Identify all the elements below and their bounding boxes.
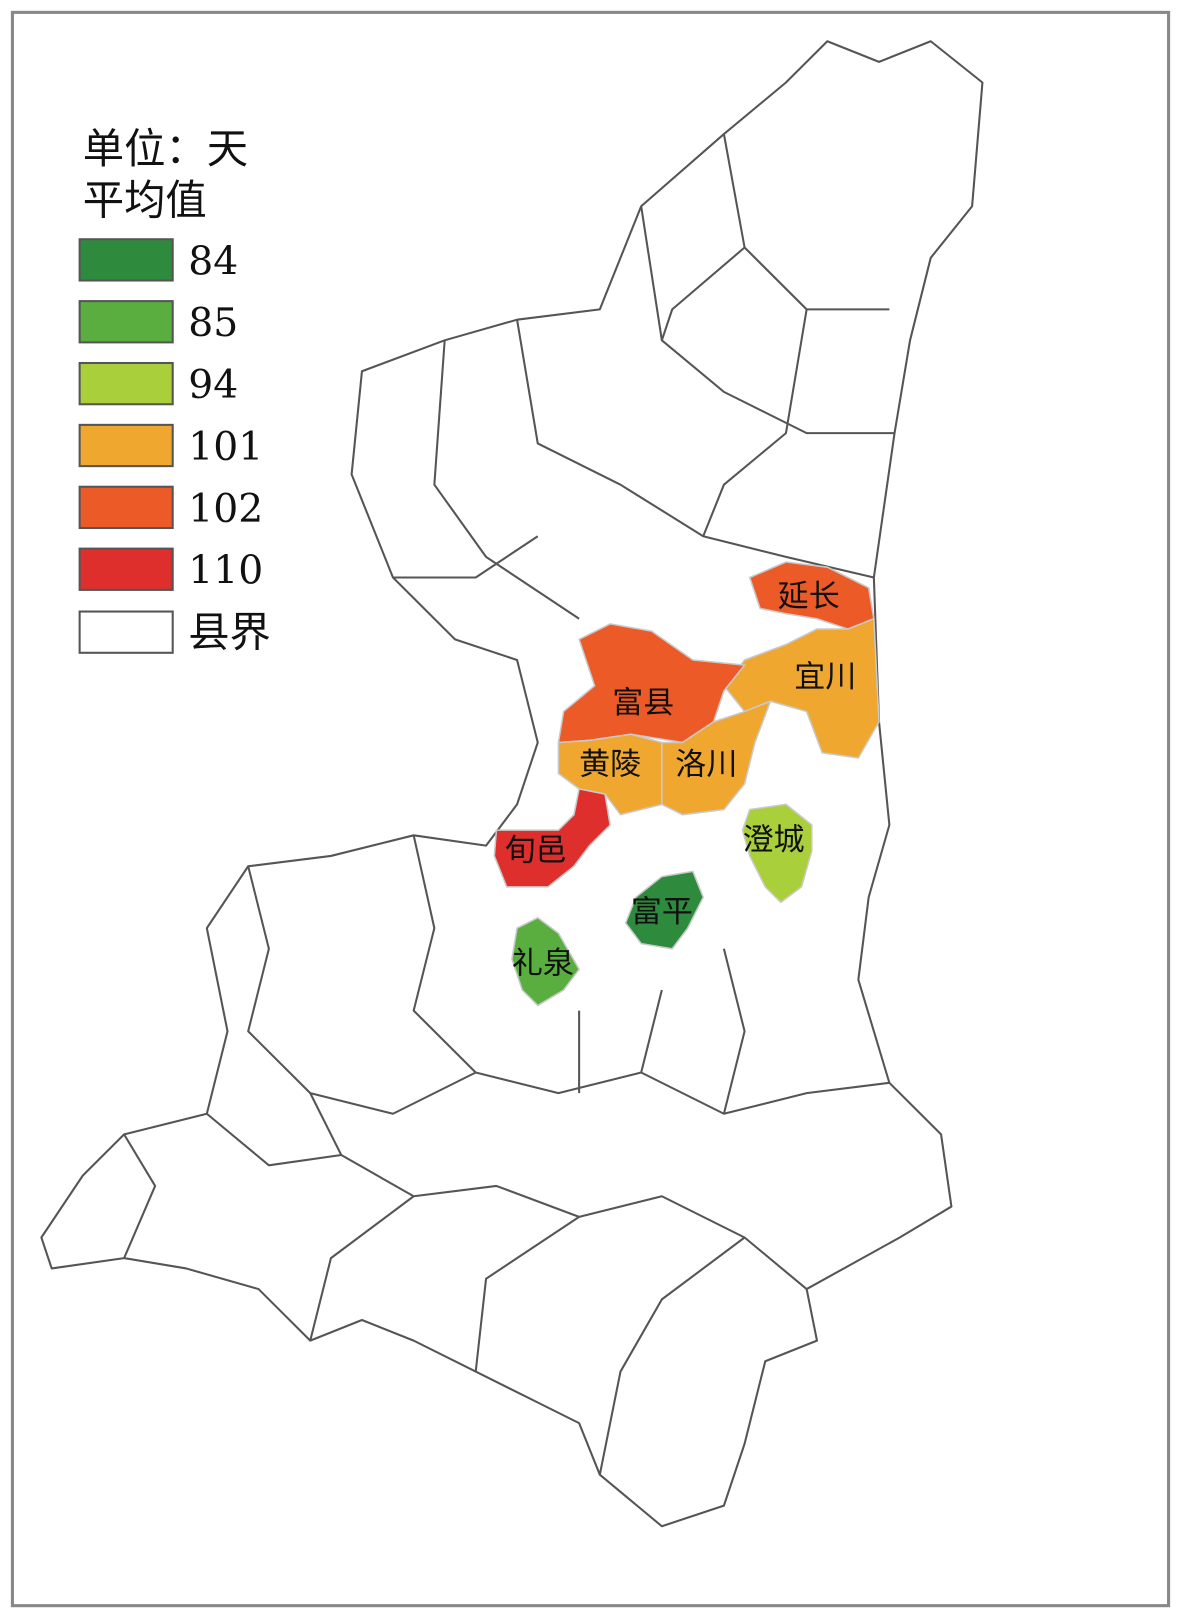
region-label: 富县	[612, 685, 674, 721]
legend-swatch	[78, 238, 174, 282]
province-outline	[40, 40, 984, 1528]
region	[557, 733, 663, 816]
legend-label: 94	[188, 363, 238, 408]
legend-swatch	[78, 610, 174, 654]
legend-label: 85	[188, 301, 238, 346]
legend: 单位：天 平均值 县界 84 85 94 101 102 110	[78, 125, 271, 657]
region	[741, 803, 813, 904]
legend-label: 84	[188, 239, 238, 284]
region-label: 富平	[631, 894, 693, 930]
region-label: 延长	[778, 579, 840, 615]
region-label: 旬邑	[505, 832, 567, 868]
legend-swatch	[78, 423, 174, 468]
county-line	[392, 133, 895, 620]
region	[624, 870, 705, 950]
legend-swatch	[78, 547, 174, 591]
legend-swatch	[78, 485, 174, 530]
county-boundaries	[40, 40, 984, 1528]
legend-label: 102	[188, 487, 263, 532]
legend-label: 县界	[188, 609, 271, 657]
legend-swatch	[78, 361, 174, 406]
region-label: 礼泉	[512, 946, 574, 982]
region-label: 洛川	[675, 747, 737, 783]
region-label: 澄城	[743, 822, 805, 858]
legend-swatch	[78, 300, 174, 344]
legend-subtitle: 平均值	[83, 177, 207, 225]
region	[511, 916, 581, 1007]
region	[661, 699, 772, 816]
region-label: 宜川	[794, 659, 856, 695]
legend-label: 101	[188, 425, 263, 470]
region	[493, 787, 611, 888]
region-label: 黄陵	[579, 747, 641, 783]
legend-label: 110	[188, 549, 263, 594]
county-line	[123, 835, 890, 1475]
legend-title: 单位：天	[83, 125, 248, 173]
